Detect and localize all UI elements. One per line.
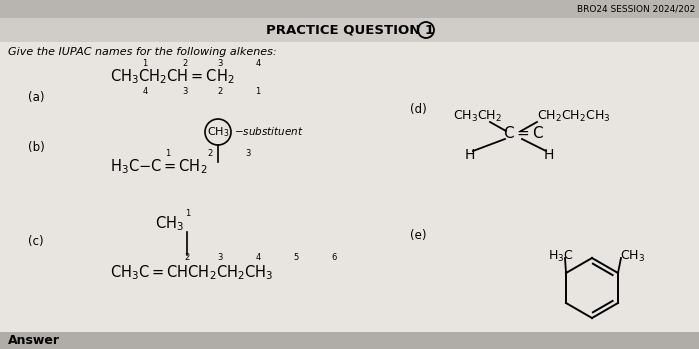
Text: $\mathregular{CH_3C{=}CHCH_2CH_2CH_3}$: $\mathregular{CH_3C{=}CHCH_2CH_2CH_3}$ xyxy=(110,263,273,282)
Text: (c): (c) xyxy=(28,236,43,248)
Text: Answer: Answer xyxy=(8,334,60,347)
Text: $\mathregular{CH_2CH_2CH_3}$: $\mathregular{CH_2CH_2CH_3}$ xyxy=(537,109,610,124)
Text: 2: 2 xyxy=(217,87,222,96)
Text: 4: 4 xyxy=(255,253,261,262)
Text: $\mathregular{CH_3}$: $\mathregular{CH_3}$ xyxy=(620,248,645,263)
Text: 1: 1 xyxy=(143,59,147,67)
Text: (a): (a) xyxy=(28,91,45,104)
Text: 2: 2 xyxy=(208,149,212,157)
Text: $\mathregular{CH_3CH_2}$: $\mathregular{CH_3CH_2}$ xyxy=(453,109,502,124)
Text: H: H xyxy=(544,148,554,162)
Text: 3: 3 xyxy=(217,253,223,262)
Text: H: H xyxy=(465,148,475,162)
Text: 3: 3 xyxy=(182,87,188,96)
Text: Give the IUPAC names for the following alkenes:: Give the IUPAC names for the following a… xyxy=(8,47,277,57)
Text: $\mathregular{C{=}C}$: $\mathregular{C{=}C}$ xyxy=(503,125,545,141)
Text: 1: 1 xyxy=(185,208,191,217)
Text: 4: 4 xyxy=(143,87,147,96)
Text: 1: 1 xyxy=(166,149,171,157)
Text: $\mathregular{CH_3CH_2CH{=}CH_2}$: $\mathregular{CH_3CH_2CH{=}CH_2}$ xyxy=(110,68,235,86)
Bar xyxy=(0,18,699,42)
Bar xyxy=(0,0,699,18)
Text: 1: 1 xyxy=(255,87,261,96)
Text: 4: 4 xyxy=(255,59,261,67)
Text: $\mathregular{H_3C{-}C{=}CH_2}$: $\mathregular{H_3C{-}C{=}CH_2}$ xyxy=(110,158,208,176)
Text: (b): (b) xyxy=(28,141,45,155)
Text: $\mathregular{CH_3}$: $\mathregular{CH_3}$ xyxy=(155,215,184,233)
Text: $\mathregular{CH_3}$: $\mathregular{CH_3}$ xyxy=(207,125,229,139)
Text: 2: 2 xyxy=(182,59,187,67)
Text: $-$substituent: $-$substituent xyxy=(234,125,303,137)
Text: 3: 3 xyxy=(245,149,251,157)
Text: 5: 5 xyxy=(294,253,298,262)
Bar xyxy=(0,332,699,349)
Text: 2: 2 xyxy=(185,253,189,262)
Text: BRO24 SESSION 2024/202: BRO24 SESSION 2024/202 xyxy=(577,5,695,14)
Text: 3: 3 xyxy=(217,59,223,67)
Text: (e): (e) xyxy=(410,229,426,242)
Text: 6: 6 xyxy=(331,253,337,262)
Text: PRACTICE QUESTION 1: PRACTICE QUESTION 1 xyxy=(266,23,434,37)
Text: $\mathregular{H_3C}$: $\mathregular{H_3C}$ xyxy=(548,248,574,263)
Text: (d): (d) xyxy=(410,104,427,117)
